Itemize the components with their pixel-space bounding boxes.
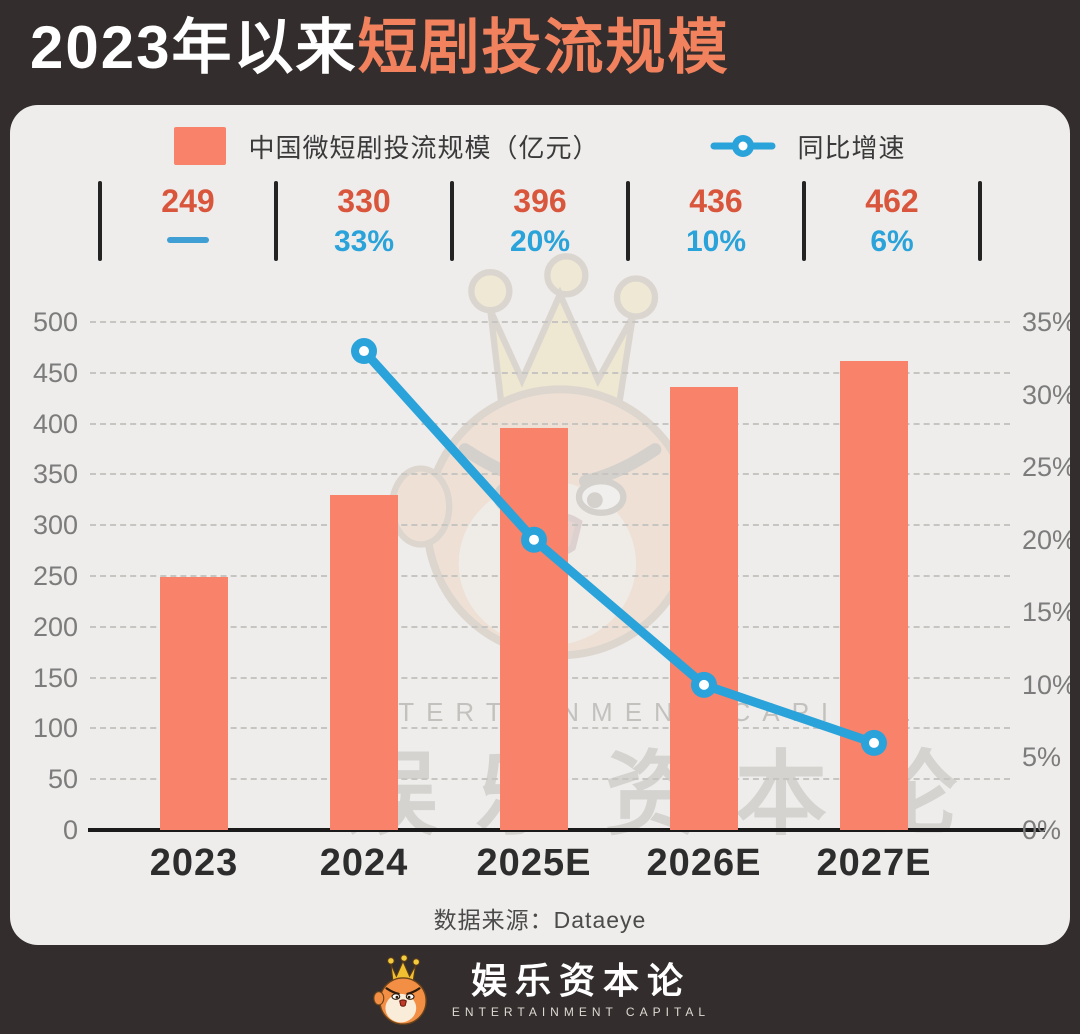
stat-value: 462 <box>865 183 919 219</box>
y-axis-right-tick: 10% <box>1022 669 1070 700</box>
stat-divider <box>626 181 630 261</box>
stat-cell-2027E: 462 6% <box>806 181 978 261</box>
stat-cell-2026E: 436 10% <box>630 181 802 261</box>
brand-mascot-icon <box>370 954 436 1026</box>
legend-item-line: 同比增速 <box>710 128 906 165</box>
stat-value: 396 <box>513 183 567 219</box>
bar-series-swatch-icon <box>174 127 227 165</box>
y-axis-left-tick: 100 <box>32 713 78 744</box>
stat-value: 330 <box>337 183 391 219</box>
y-axis-left-tick: 250 <box>32 561 78 591</box>
plot-area <box>88 321 1045 832</box>
y-axis-left-tick: 300 <box>32 510 78 541</box>
stat-growth: 20% <box>509 225 571 258</box>
y-axis-right-tick: 30% <box>1022 379 1070 410</box>
stats-strip: 249 330 33% 396 20% 436 10% 462 6% <box>98 181 982 261</box>
chart-area: 0 50 100 150 200 250 300 350 400 450 500 0% 5% 10% 15%… <box>10 105 1070 945</box>
header: 2023年以来短剧投流规模 <box>0 0 1080 105</box>
stat-divider <box>274 181 278 261</box>
legend: 中国微短剧投流规模（亿元） 同比增速 <box>10 123 1070 169</box>
page-title: 2023年以来短剧投流规模 <box>30 10 729 86</box>
y-axis-right-tick: 35% <box>1022 307 1070 337</box>
x-axis-label-2026E: 2026E <box>646 842 762 884</box>
y-axis-left-tick: 200 <box>32 611 78 642</box>
chart-panel: ENTERTAINMENT CAPITAL 娱乐资本论 中国微短剧投流规模（亿元… <box>10 105 1070 945</box>
bar-series-label: 中国微短剧投流规模（亿元） <box>248 132 600 163</box>
bar-2024 <box>330 494 398 830</box>
stat-value: 249 <box>161 183 215 219</box>
data-source-note: 数据来源：Dataeye <box>433 907 647 933</box>
y-axis-left-tick: 350 <box>32 459 78 490</box>
y-axis-left-tick: 50 <box>47 764 78 795</box>
stat-growth: 10% <box>685 225 747 258</box>
y-axis-right-tick: 0% <box>1022 815 1062 845</box>
x-axis-line <box>88 828 1045 832</box>
title-prefix: 2023年以来 <box>30 14 358 81</box>
x-axis-label-2025E: 2025E <box>476 842 592 884</box>
stat-divider <box>450 181 454 261</box>
stat-divider <box>802 181 806 261</box>
brand-name-cn: 娱乐资本论 <box>470 959 691 1002</box>
title-highlight: 短剧投流规模 <box>357 14 730 81</box>
x-axis-label-2027E: 2027E <box>816 842 932 884</box>
bar-2023 <box>160 577 228 830</box>
y-axis-left-tick: 500 <box>32 307 78 337</box>
stat-growth: 6% <box>870 225 914 258</box>
brand-name-en: ENTERTAINMENT CAPITAL <box>451 1004 711 1019</box>
x-axis-label-2023: 2023 <box>149 842 239 884</box>
stat-value: 436 <box>689 183 743 219</box>
y-axis-right-tick: 20% <box>1022 524 1070 555</box>
stat-divider <box>98 181 102 261</box>
stat-divider <box>978 181 982 261</box>
stat-cell-2025E: 396 20% <box>454 181 626 261</box>
line-series-marker-icon <box>710 135 775 157</box>
y-axis-left-tick: 150 <box>32 662 78 693</box>
x-axis-label-2024: 2024 <box>319 842 409 884</box>
y-axis-right-tick: 25% <box>1022 452 1070 483</box>
y-axis-left-tick: 450 <box>32 357 78 388</box>
stat-growth-dash-icon <box>167 237 209 243</box>
y-axis-right-tick: 5% <box>1022 742 1062 773</box>
stat-growth: 33% <box>333 225 395 258</box>
stat-cell-2024: 330 33% <box>278 181 450 261</box>
growth-line <box>351 338 887 756</box>
legend-item-bar: 中国微短剧投流规模（亿元） <box>174 127 599 165</box>
footer: 娱乐资本论 ENTERTAINMENT CAPITAL <box>0 945 1080 1034</box>
y-axis-left-tick: 0 <box>62 815 78 845</box>
y-axis-left-tick: 400 <box>32 408 78 439</box>
y-axis-right-tick: 15% <box>1022 597 1070 628</box>
brand-text: 娱乐资本论 ENTERTAINMENT CAPITAL <box>452 961 710 1019</box>
stat-cell-2023: 249 <box>102 181 274 261</box>
line-series-label: 同比增速 <box>797 132 906 163</box>
